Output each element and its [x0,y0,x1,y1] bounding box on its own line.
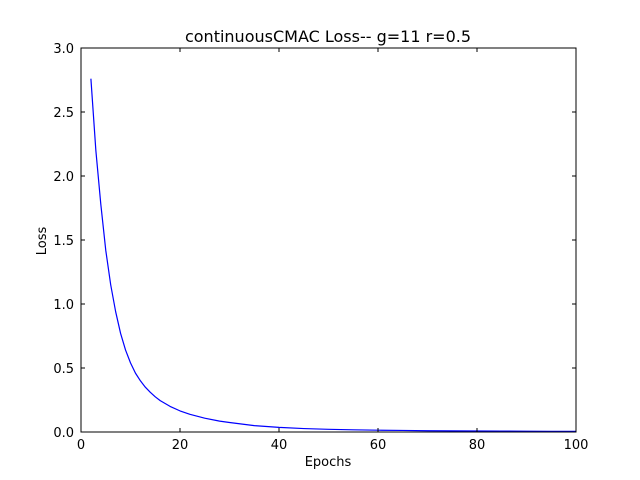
y-tick-label: 0.0 [53,426,74,441]
x-axis-title: Epochs [305,455,352,470]
loss-series-line [90,78,577,432]
series-layer [90,78,577,432]
x-tick-label: 40 [271,438,288,453]
y-tick-label: 3.0 [53,42,74,57]
x-tick-label: 20 [172,438,189,453]
y-tick-label: 0.5 [53,362,74,377]
plot-frame [80,47,577,433]
y-tick-label: 2.5 [53,106,74,121]
x-tick-label: 80 [469,438,486,453]
tick-labels-layer: 0 20 40 60 80 100 0.0 0.5 1.0 1.5 2.0 2.5 3.0 [53,42,588,453]
x-tick-label: 100 [564,438,589,453]
chart-title: continuousCMAC Loss-- g=11 r=0.5 [185,27,471,46]
plot-area [81,48,576,432]
y-tick-label: 1.5 [53,234,74,249]
x-tick-label: 60 [370,438,387,453]
x-tick-label: 0 [77,438,85,453]
y-axis-title: Loss [35,227,50,256]
y-tick-label: 2.0 [53,170,74,185]
y-tick-label: 1.0 [53,298,74,313]
